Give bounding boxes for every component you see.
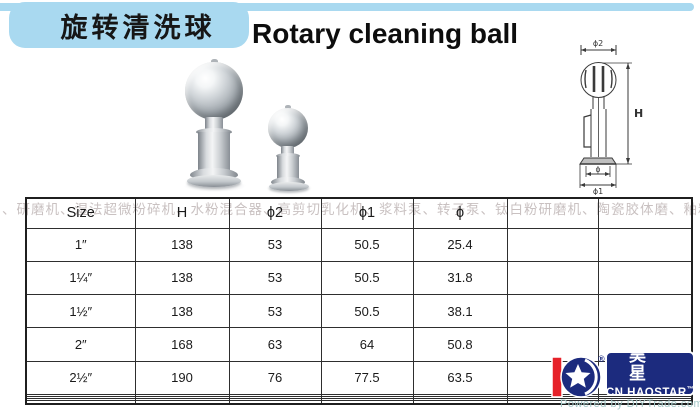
table-cell: 138 (134, 227, 230, 262)
table-cell: 2″ (25, 327, 136, 362)
table-cell: 53 (228, 294, 322, 329)
table-row: 1″ 138 53 50.5 25.4 (25, 227, 693, 262)
ball-body (198, 132, 230, 174)
table-header-cell: H (134, 197, 230, 229)
table-cell: 1½″ (25, 294, 136, 329)
dim-label-phi2: ϕ2 (593, 39, 603, 48)
table-header-cell: ϕ1 (320, 197, 414, 229)
table-cell: 50.5 (320, 227, 414, 262)
ball-shoulder (196, 127, 232, 135)
table-cell: 2½″ (25, 360, 136, 396)
ball-top-nub (285, 105, 291, 109)
logo-name-en: CN.HAOSTAR™ (606, 383, 694, 400)
table-cell: 63.5 (412, 360, 508, 396)
table-cell (506, 227, 599, 262)
trademark-mark: ™ (686, 386, 695, 394)
table-cell: 77.5 (320, 360, 414, 396)
dim-label-phi: ϕ (596, 165, 601, 174)
powered-by-text: Powered by DIYTrade.com (560, 398, 700, 410)
table-header-cell: ϕ2 (228, 197, 322, 229)
table-cell: 190 (134, 360, 230, 396)
table-cell (320, 400, 414, 405)
page-title-en: Rotary cleaning ball (252, 18, 519, 49)
logo-name-zh: 昊星 (629, 346, 668, 384)
table-cell: 50.8 (412, 327, 508, 362)
table-row: 1¼″ 138 53 50.5 31.8 (25, 260, 693, 296)
table-row: 2″ 168 63 64 50.8 (25, 327, 693, 362)
table-cell: 63 (228, 327, 322, 362)
logo-star-icon: ® (551, 354, 605, 398)
table-cell (506, 260, 599, 296)
logo-name-en-text: CN.HAOSTAR (605, 386, 687, 399)
ball-top-nub (211, 59, 218, 64)
table-header-cell (597, 197, 693, 229)
table-cell: 53 (228, 227, 322, 262)
logo-text-block: 昊星 CN.HAOSTAR™ (605, 347, 695, 399)
table-row (25, 400, 693, 405)
table-cell: 64 (320, 327, 414, 362)
table-cell (597, 227, 693, 262)
brand-logo: ® 昊星 CN.HAOSTAR™ Powered by DIYTrade.com (548, 347, 700, 412)
table-cell (25, 400, 136, 405)
table-cell: 50.5 (320, 294, 414, 329)
ball-neck (281, 146, 294, 155)
ball-neck (205, 117, 223, 130)
registered-mark: ® (598, 354, 605, 364)
cleaning-ball-sphere (185, 62, 243, 120)
ball-shoulder (276, 153, 300, 158)
table-header-cell (506, 197, 599, 229)
table-cell (597, 294, 693, 329)
table-row: 1½″ 138 53 50.5 38.1 (25, 294, 693, 329)
top-accent-strip (0, 3, 694, 11)
table-cell (597, 400, 693, 405)
dim-label-phi1: ϕ1 (593, 187, 603, 195)
table-cell: 168 (134, 327, 230, 362)
table-cell: 31.8 (412, 260, 508, 296)
table-cell: 25.4 (412, 227, 508, 262)
title-banner: 旋转清洗球 (9, 2, 249, 48)
table-cell: 53 (228, 260, 322, 296)
dim-label-height: H (634, 107, 643, 120)
table-cell (597, 260, 693, 296)
table-cell: 38.1 (412, 294, 508, 329)
table-cell (228, 400, 322, 405)
table-cell: 138 (134, 260, 230, 296)
table-cell (412, 400, 508, 405)
table-cell: 1″ (25, 227, 136, 262)
table-header-cell: Size (25, 197, 136, 229)
table-cell (506, 294, 599, 329)
ball-base (187, 175, 241, 187)
table-cell: 138 (134, 294, 230, 329)
table-header-cell: ϕ (412, 197, 508, 229)
table-cell: 50.5 (320, 260, 414, 296)
tech-diagram: ϕ2 H ϕ ϕ1 (579, 39, 643, 195)
table-cell (134, 400, 230, 405)
ball-base-flare (271, 177, 305, 186)
table-cell: 1¼″ (25, 260, 136, 296)
ball-base (269, 182, 309, 191)
cleaning-ball-sphere (268, 108, 308, 148)
page-title-zh: 旋转清洗球 (60, 12, 216, 43)
table-cell: 76 (228, 360, 322, 396)
